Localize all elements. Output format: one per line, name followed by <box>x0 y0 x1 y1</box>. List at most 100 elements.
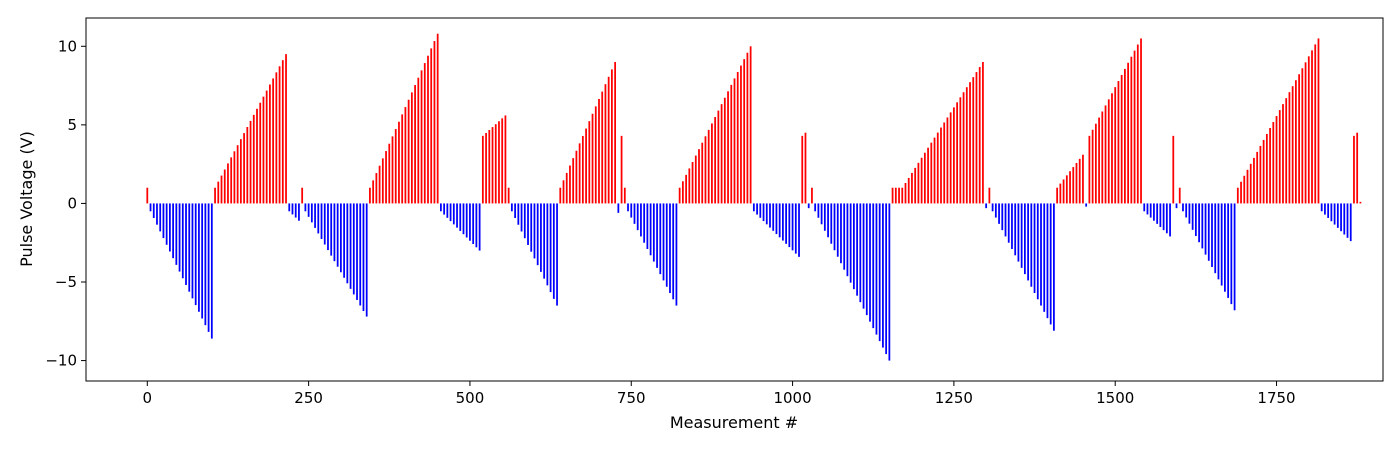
bar <box>720 104 723 204</box>
bar <box>888 203 891 361</box>
x-tick-label: 250 <box>294 389 323 407</box>
bar <box>885 203 888 355</box>
bar <box>327 203 329 251</box>
bar <box>185 203 187 285</box>
bar <box>746 52 749 204</box>
bar <box>907 177 910 204</box>
bar <box>617 203 620 213</box>
bar <box>465 203 468 238</box>
bar <box>1143 203 1146 212</box>
bar <box>323 203 326 245</box>
bar <box>330 203 333 256</box>
bar <box>298 203 300 221</box>
bar <box>1307 56 1310 204</box>
bar <box>1056 187 1059 204</box>
y-axis-label: Pulse Voltage (V) <box>17 131 36 267</box>
bar <box>756 203 758 215</box>
bar <box>1191 203 1194 230</box>
bar <box>294 203 297 218</box>
bar <box>514 203 516 219</box>
bar <box>288 203 291 212</box>
bar <box>1091 129 1094 204</box>
bar <box>814 203 817 212</box>
bar <box>807 203 810 209</box>
bar <box>456 203 458 228</box>
bar <box>856 203 858 296</box>
bar <box>1324 203 1326 215</box>
bar <box>630 203 633 218</box>
bar <box>317 203 320 234</box>
bar <box>217 181 220 204</box>
bar <box>714 117 717 204</box>
bar <box>198 203 200 312</box>
bar <box>1020 203 1023 268</box>
bar <box>301 187 304 204</box>
bar <box>472 203 475 245</box>
bar <box>930 142 933 204</box>
bar <box>1320 203 1323 212</box>
bar <box>894 187 897 204</box>
bar <box>520 203 523 232</box>
bar <box>969 82 971 204</box>
bar <box>1007 203 1010 243</box>
bar <box>430 48 433 204</box>
bar <box>681 181 684 204</box>
bar <box>462 203 465 235</box>
bar <box>1265 133 1268 204</box>
bar <box>985 203 988 209</box>
bar <box>962 92 965 204</box>
bar <box>504 115 507 204</box>
bar <box>1327 203 1330 218</box>
bar <box>701 142 704 204</box>
bar <box>507 187 510 204</box>
bar <box>1114 87 1117 204</box>
bar <box>733 78 736 204</box>
bar <box>265 90 268 204</box>
bar <box>772 203 775 231</box>
bar <box>636 203 639 231</box>
bar <box>346 203 349 284</box>
bar <box>172 203 174 259</box>
bar <box>762 203 765 222</box>
bar <box>256 108 258 204</box>
y-tick-label: −10 <box>45 352 77 370</box>
bar <box>1101 111 1104 204</box>
bar <box>927 147 929 204</box>
bar <box>565 172 568 204</box>
x-axis-label: Measurement # <box>670 413 798 432</box>
bar <box>410 92 413 204</box>
bar <box>281 60 284 204</box>
bar <box>381 158 384 204</box>
bar <box>646 203 649 249</box>
bar <box>949 112 952 204</box>
bar <box>336 203 339 267</box>
bar <box>694 155 697 204</box>
bar <box>475 203 478 248</box>
bar <box>594 106 597 204</box>
bar <box>259 102 262 204</box>
bar <box>717 110 720 204</box>
bar <box>665 203 668 287</box>
bar <box>1224 203 1226 292</box>
bar <box>349 203 352 289</box>
bar <box>994 203 997 218</box>
bar <box>369 187 371 204</box>
bar <box>849 203 852 283</box>
bar <box>1001 203 1004 231</box>
bar <box>846 203 849 277</box>
bar <box>391 136 394 204</box>
bar <box>1098 117 1100 204</box>
bar <box>611 69 613 204</box>
bar <box>817 203 820 218</box>
bar <box>998 203 1000 224</box>
bar <box>1298 74 1300 204</box>
bar <box>546 203 549 286</box>
bar <box>165 203 168 245</box>
x-tick-label: 1000 <box>773 389 811 407</box>
bar <box>852 203 855 290</box>
bar <box>1304 62 1307 204</box>
bar <box>275 72 278 204</box>
bar <box>478 203 481 251</box>
bar <box>759 203 762 218</box>
bar <box>436 33 439 204</box>
